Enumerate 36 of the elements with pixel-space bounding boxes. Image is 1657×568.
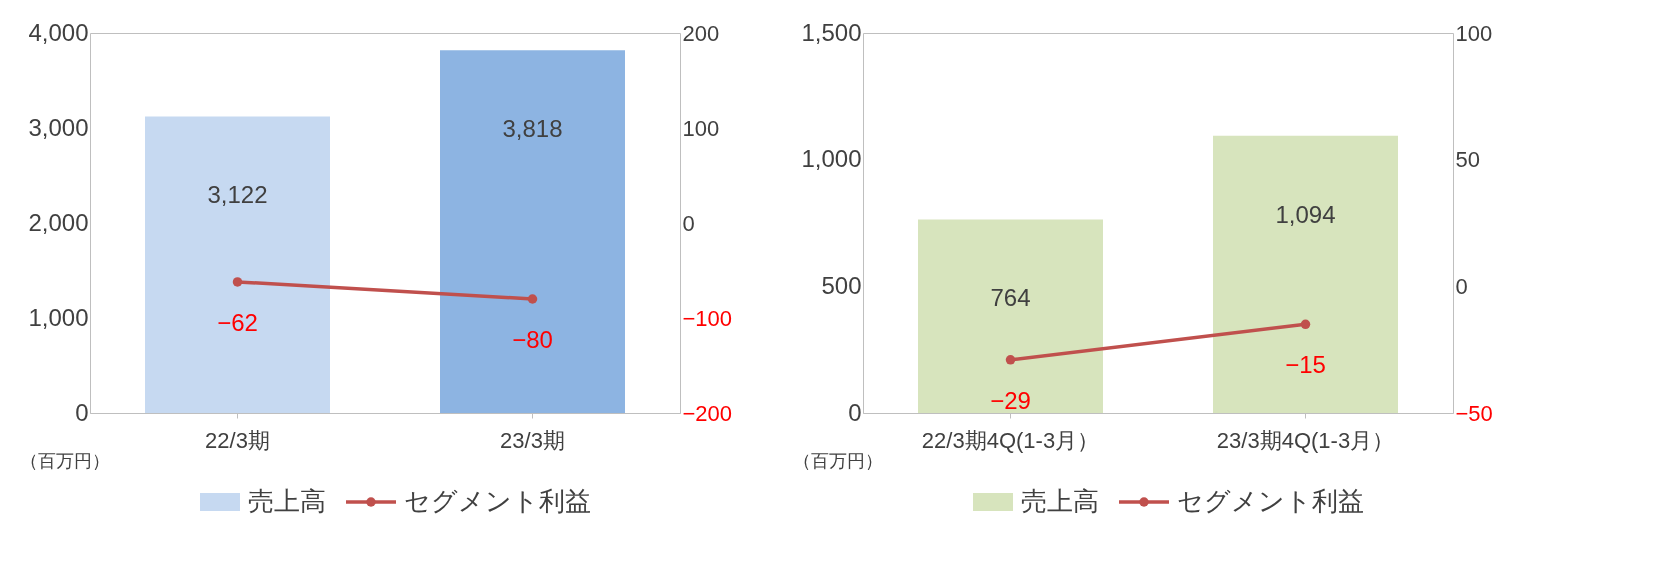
y-tick-label: 2,000: [28, 208, 89, 236]
y2-tick-label: −50: [1455, 400, 1493, 426]
y2-tick-label: −200: [682, 400, 733, 426]
legend-label: 売上高: [1021, 486, 1099, 516]
data-label: −15: [1285, 351, 1326, 379]
y-tick-label: 1,000: [801, 145, 862, 173]
y2-tick-label: 100: [682, 115, 720, 141]
y-tick-label: 500: [821, 271, 862, 299]
text: （百万円）: [793, 451, 883, 471]
y2-tick-label: 0: [1455, 273, 1468, 299]
legend-label: セグメント利益: [404, 486, 591, 516]
y2-tick-label: −100: [682, 305, 733, 331]
x-tick-label: 22/3期4Q(1-3月）: [921, 427, 1100, 453]
y2-tick-label: 0: [682, 210, 695, 236]
data-label: −80: [512, 326, 553, 353]
y-tick-label: 4,000: [28, 18, 89, 46]
y-tick-label: 0: [75, 398, 89, 426]
x-tick-label: 23/3期4Q(1-3月）: [1216, 427, 1395, 453]
x-tick-label: 22/3期: [205, 427, 270, 453]
x-tick-label: 23/3期: [500, 427, 565, 453]
y2-tick-label: 200: [682, 20, 720, 46]
y2-tick-label: 100: [1455, 20, 1493, 46]
y-tick-label: 1,000: [28, 303, 89, 331]
legend-label: セグメント利益: [1177, 486, 1364, 516]
data-label: 1,094: [1275, 200, 1336, 228]
data-label: −62: [217, 308, 258, 336]
data-label: 764: [990, 284, 1031, 312]
text: （百万円）: [20, 451, 110, 471]
y2-tick-label: 50: [1455, 147, 1480, 173]
data-label: 3,818: [502, 115, 563, 143]
y-tick-label: 3,000: [28, 113, 89, 141]
legend-label: 売上高: [248, 486, 326, 516]
data-label: −29: [990, 386, 1031, 414]
y-tick-label: 1,500: [801, 18, 862, 46]
y-tick-label: 0: [848, 398, 862, 426]
data-label: 3,122: [207, 181, 268, 209]
